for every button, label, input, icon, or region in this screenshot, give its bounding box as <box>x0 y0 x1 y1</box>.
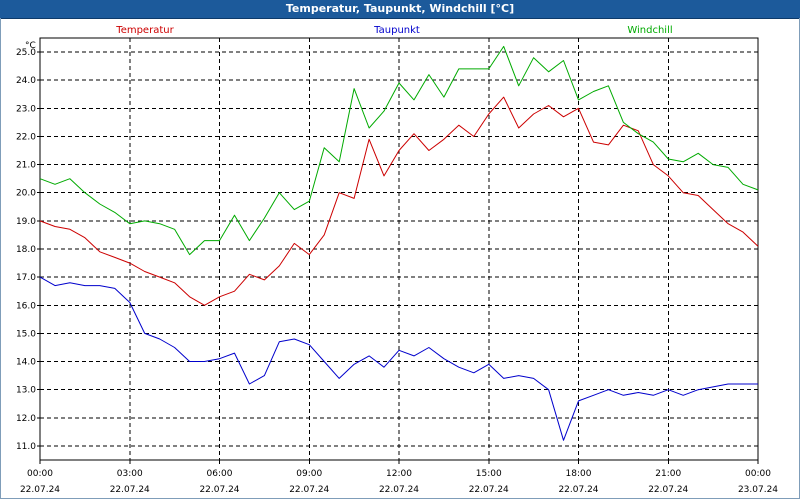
x-tick-date: 22.07.24 <box>469 485 509 495</box>
y-tick-label: 23.0 <box>16 104 36 114</box>
x-tick-time: 00:00 <box>27 469 53 479</box>
x-tick-time: 09:00 <box>296 469 322 479</box>
y-tick-label: 16.0 <box>16 301 36 311</box>
y-tick-label: 14.0 <box>16 358 36 368</box>
x-tick-time: 06:00 <box>207 469 233 479</box>
x-tick-time: 12:00 <box>386 469 412 479</box>
y-tick-label: 24.0 <box>16 76 36 86</box>
y-tick-label: 11.0 <box>16 442 36 452</box>
x-tick-date: 23.07.24 <box>738 485 778 495</box>
axes <box>37 37 759 464</box>
x-tick-time: 15:00 <box>476 469 502 479</box>
y-tick-label: 17.0 <box>16 273 36 283</box>
x-tick-date: 22.07.24 <box>199 485 239 495</box>
x-tick-time: 18:00 <box>566 469 592 479</box>
window-titlebar: Temperatur, Taupunkt, Windchill [°C] <box>0 0 800 19</box>
y-tick-label: 18.0 <box>16 245 36 255</box>
legend-entry-taupunkt: Taupunkt <box>373 25 420 36</box>
x-tick-date: 22.07.24 <box>379 485 419 495</box>
plot-border <box>39 37 759 461</box>
y-tick-label: 13.0 <box>16 386 36 396</box>
y-unit-label: °C <box>25 41 36 51</box>
x-tick-date: 22.07.24 <box>558 485 598 495</box>
tick-labels: 11.0 12.0 13.0 14.0 15.0 16.0 17.0 18.0 19.0 20.0… <box>16 48 778 495</box>
y-tick-label: 22.0 <box>16 132 36 142</box>
legend-entry-temperatur: Temperatur <box>115 25 174 36</box>
y-tick-label: 25.0 <box>16 48 36 58</box>
legend-entry-windchill: Windchill <box>627 25 672 36</box>
y-tick-label: 19.0 <box>16 217 36 227</box>
legend: Temperatur Taupunkt Windchill <box>115 25 672 36</box>
series-lines <box>39 45 759 441</box>
y-tick-label: 12.0 <box>16 414 36 424</box>
window-title: Temperatur, Taupunkt, Windchill [°C] <box>285 2 515 15</box>
series-line-temperatur <box>39 96 759 306</box>
series-line-taupunkt <box>39 276 758 441</box>
x-tick-date: 22.07.24 <box>110 485 150 495</box>
y-tick-label: 20.0 <box>16 189 36 199</box>
x-tick-time: 00:00 <box>745 469 771 479</box>
x-tick-date: 22.07.24 <box>20 485 60 495</box>
x-tick-time: 03:00 <box>117 469 143 479</box>
x-tick-date: 22.07.24 <box>648 485 688 495</box>
y-tick-label: 21.0 <box>16 161 36 171</box>
series-line-windchill <box>39 45 759 256</box>
x-tick-time: 21:00 <box>655 469 681 479</box>
x-tick-date: 22.07.24 <box>289 485 329 495</box>
y-tick-label: 15.0 <box>16 329 36 339</box>
